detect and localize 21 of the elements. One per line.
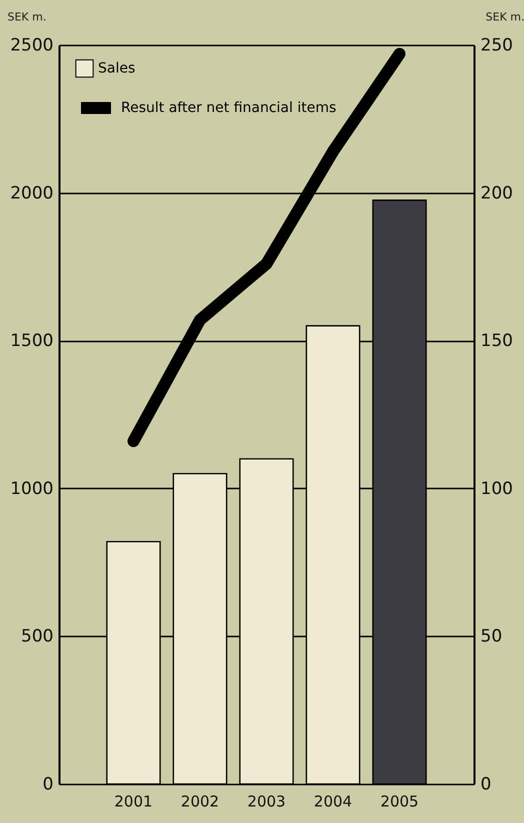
x-tick-label: 2003: [247, 792, 286, 810]
y-tick-label: 500: [21, 626, 54, 647]
legend-label: Sales: [98, 60, 136, 76]
y2-axis-title: SEK m.: [486, 10, 524, 24]
y2-tick-label: 0: [480, 774, 492, 794]
y2-tick-label: 100: [480, 478, 513, 499]
legend-label: Result after net financial items: [121, 100, 336, 116]
y2-tick-label: 50: [480, 626, 502, 647]
y-tick-label: 1000: [10, 478, 54, 499]
x-tick-label: 2001: [114, 792, 153, 810]
y2-tick-label: 250: [480, 36, 513, 56]
x-tick-label: 2002: [180, 792, 220, 810]
y-tick-label: 0: [42, 774, 54, 794]
x-tick-label: 2004: [314, 792, 352, 810]
y-axis-title: SEK m.: [8, 10, 46, 24]
y-tick-label: 2500: [10, 36, 54, 56]
y-tick-label: 2000: [10, 183, 54, 204]
x-tick-label: 2005: [380, 792, 419, 810]
y2-tick-label: 200: [480, 183, 513, 204]
y2-tick-label: 150: [480, 331, 513, 352]
y-tick-label: 1500: [10, 331, 54, 352]
